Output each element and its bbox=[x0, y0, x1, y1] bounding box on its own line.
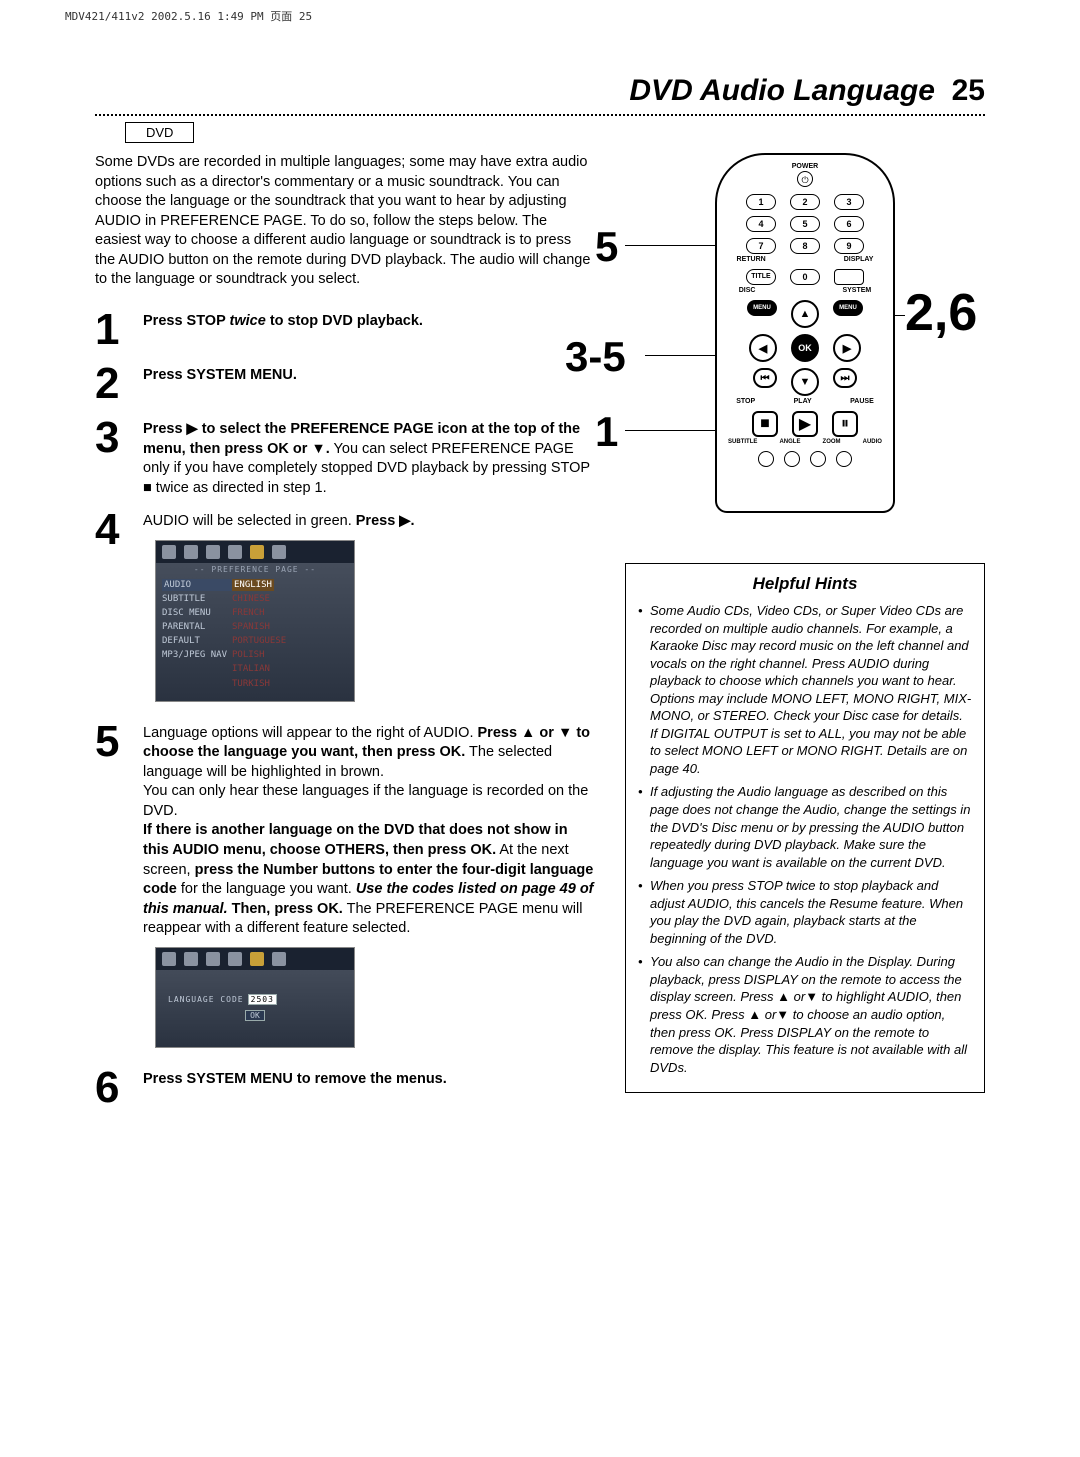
page-number: 25 bbox=[952, 74, 985, 107]
power-icon: ⏻ bbox=[797, 171, 813, 187]
osd-language-code: LANGUAGE CODE2503 OK bbox=[155, 947, 355, 1048]
instructions-column: Some DVDs are recorded in multiple langu… bbox=[95, 153, 595, 1120]
callout-5: 5 bbox=[595, 223, 618, 271]
hint-item: If adjusting the Audio language as descr… bbox=[638, 783, 972, 871]
page: MDV421/411v2 2002.5.16 1:49 PM 页面 25 DVD… bbox=[0, 0, 1080, 1180]
remote-control: POWER ⏻ 123 456 789 RETURNDISPLAY TITLE0… bbox=[715, 153, 895, 513]
step-text: Language options will appear to the righ… bbox=[143, 720, 595, 1056]
step-text: Press ▶ to select the PREFERENCE PAGE ic… bbox=[143, 416, 595, 498]
dvd-badge: DVD bbox=[125, 122, 194, 143]
callout-3-5: 3-5 bbox=[565, 333, 626, 381]
remote-diagram: 5 3-5 1 2,6 POWER ⏻ 123 456 789 RETURNDI… bbox=[625, 153, 985, 533]
step-4: 4 AUDIO will be selected in green. Press… bbox=[95, 508, 595, 709]
step-2: 2 Press SYSTEM MENU. bbox=[95, 362, 595, 406]
play-icon: ▶ bbox=[792, 411, 818, 437]
hint-item: Some Audio CDs, Video CDs, or Super Vide… bbox=[638, 602, 972, 777]
step-3: 3 Press ▶ to select the PREFERENCE PAGE … bbox=[95, 416, 595, 498]
step-text: Press STOP twice to stop DVD playback. bbox=[143, 308, 423, 352]
step-number: 4 bbox=[95, 508, 131, 709]
intro-text: Some DVDs are recorded in multiple langu… bbox=[95, 153, 595, 290]
print-header: MDV421/411v2 2002.5.16 1:49 PM 页面 25 bbox=[65, 0, 985, 74]
callout-1: 1 bbox=[595, 408, 618, 456]
callout-2-6: 2,6 bbox=[905, 283, 977, 343]
step-text: Press SYSTEM MENU to remove the menus. bbox=[143, 1066, 447, 1110]
helpful-hints: Helpful Hints Some Audio CDs, Video CDs,… bbox=[625, 563, 985, 1093]
step-text: Press SYSTEM MENU. bbox=[143, 362, 297, 406]
step-number: 1 bbox=[95, 308, 131, 352]
hints-title: Helpful Hints bbox=[638, 574, 972, 594]
step-5: 5 Language options will appear to the ri… bbox=[95, 720, 595, 1056]
step-number: 5 bbox=[95, 720, 131, 1056]
stop-icon: ■ bbox=[752, 411, 778, 437]
page-title: DVD Audio Language bbox=[629, 74, 935, 107]
hint-item: You also can change the Audio in the Dis… bbox=[638, 953, 972, 1076]
pause-icon: ⏸ bbox=[832, 411, 858, 437]
page-title-row: DVD Audio Language 25 bbox=[95, 74, 985, 108]
right-column: 5 3-5 1 2,6 POWER ⏻ 123 456 789 RETURNDI… bbox=[625, 153, 985, 1120]
step-text: AUDIO will be selected in green. Press ▶… bbox=[143, 508, 414, 709]
hint-item: When you press STOP twice to stop playba… bbox=[638, 877, 972, 947]
step-6: 6 Press SYSTEM MENU to remove the menus. bbox=[95, 1066, 595, 1110]
osd-preference-page: -- PREFERENCE PAGE -- AUDIOENGLISHSUBTIT… bbox=[155, 540, 355, 702]
step-number: 2 bbox=[95, 362, 131, 406]
divider bbox=[95, 114, 985, 116]
step-number: 6 bbox=[95, 1066, 131, 1110]
step-1: 1 Press STOP twice to stop DVD playback. bbox=[95, 308, 595, 352]
step-number: 3 bbox=[95, 416, 131, 498]
